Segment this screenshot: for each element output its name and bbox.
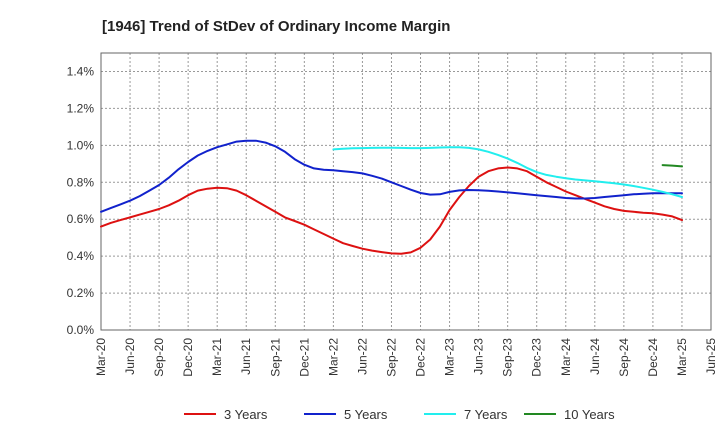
- series-line-5-years: [100, 139, 683, 213]
- x-tick-label: Jun-22: [355, 338, 369, 375]
- x-tick-label: Dec-23: [530, 338, 544, 377]
- legend-label: 10 Years: [564, 407, 615, 422]
- x-tick-label: Mar-25: [675, 338, 689, 376]
- plot-frame: [100, 52, 712, 331]
- x-tick-label: Sep-21: [268, 338, 282, 377]
- y-tick-label: 0.2%: [67, 286, 95, 300]
- x-tick-label: Jun-24: [588, 338, 602, 375]
- y-tick-label: 1.2%: [67, 101, 95, 115]
- chart-grid: [100, 53, 712, 331]
- legend-label: 3 Years: [224, 407, 268, 422]
- x-tick-label: Jun-23: [472, 338, 486, 375]
- legend-label: 7 Years: [464, 407, 508, 422]
- x-tick-label: Mar-21: [210, 338, 224, 376]
- y-tick-label: 1.4%: [67, 64, 95, 78]
- chart-legend: 3 Years 5 Years 7 Years 10 Years: [184, 407, 615, 422]
- legend-label: 5 Years: [344, 407, 388, 422]
- x-tick-label: Sep-22: [384, 338, 398, 377]
- y-tick-label: 0.4%: [67, 249, 95, 263]
- x-tick-label: Jun-21: [239, 338, 253, 375]
- x-tick-label: Dec-22: [414, 338, 428, 377]
- x-tick-label: Jun-20: [123, 338, 137, 375]
- y-tick-label: 0.8%: [67, 175, 95, 189]
- chart-axes: Mar-20 Jun-20 Sep-20 Dec-20 Mar-21 Jun-21 Sep-…: [67, 52, 718, 377]
- series-line-10-years: [661, 164, 683, 168]
- x-tick-label: Dec-21: [297, 338, 311, 377]
- x-tick-label: Mar-20: [94, 338, 108, 376]
- x-tick-label: Mar-24: [559, 338, 573, 376]
- chart-title: [1946] Trend of StDev of Ordinary Income…: [102, 18, 450, 35]
- y-tick-label: 0.6%: [67, 212, 95, 226]
- y-tick-label: 1.0%: [67, 138, 95, 152]
- x-tick-label: Mar-23: [443, 338, 457, 376]
- x-tick-label: Dec-24: [646, 338, 660, 377]
- x-tick-label: Dec-20: [181, 338, 195, 377]
- chart-series: [100, 139, 683, 255]
- y-tick-label: 0.0%: [67, 323, 95, 337]
- x-tick-label: Jun-25: [704, 338, 718, 375]
- x-tick-label: Sep-20: [152, 338, 166, 377]
- series-line-7-years: [332, 146, 683, 198]
- x-tick-label: Mar-22: [326, 338, 340, 376]
- x-tick-label: Sep-23: [501, 338, 515, 377]
- x-tick-label: Sep-24: [617, 338, 631, 377]
